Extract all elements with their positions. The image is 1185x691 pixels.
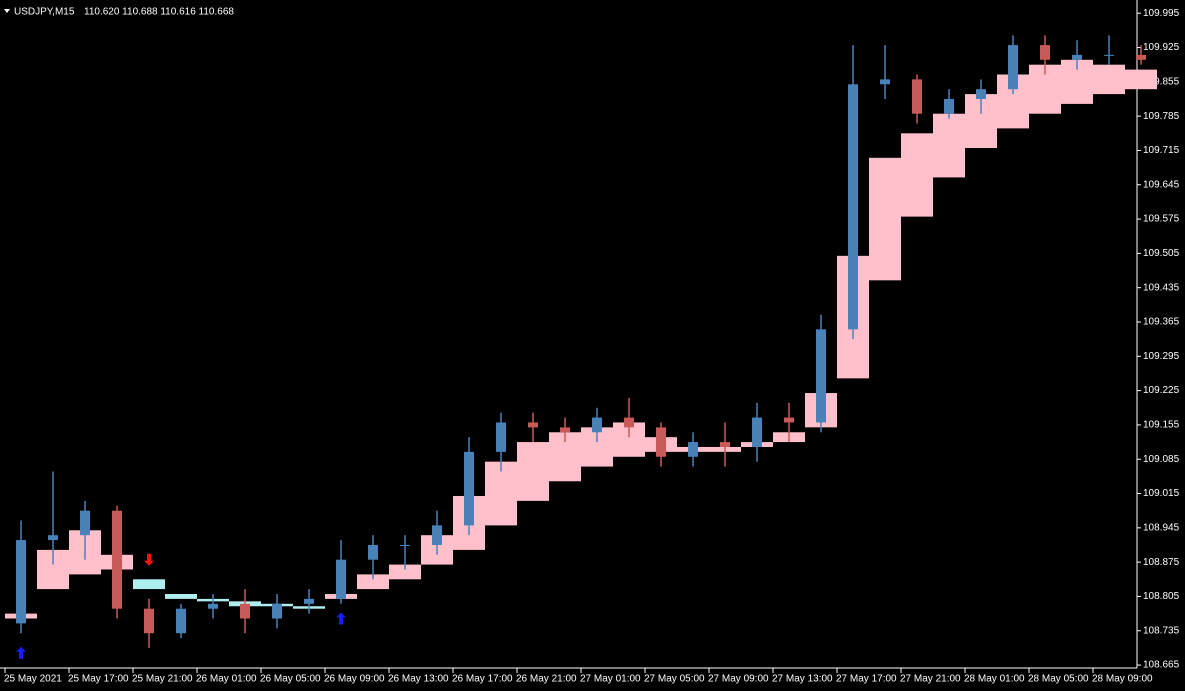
- candle-body: [976, 89, 986, 99]
- x-tick-label: 25 May 2021: [4, 674, 62, 685]
- candle-body: [304, 598, 314, 604]
- y-tick-label: 109.015: [1143, 488, 1180, 499]
- candle-body: [80, 510, 90, 536]
- candle-body: [464, 451, 474, 526]
- candle-body: [880, 79, 890, 85]
- candle-body: [1136, 54, 1146, 60]
- candle-body: [944, 98, 954, 114]
- y-tick-label: 109.645: [1143, 179, 1180, 190]
- candle-body: [560, 427, 570, 433]
- band-segment: [357, 574, 389, 590]
- candle-body: [432, 525, 442, 545]
- signal-arrow: [16, 646, 26, 659]
- quote: 110.620 110.688 110.616 110.668: [84, 7, 234, 18]
- candle-body: [144, 608, 154, 634]
- band-segment: [1093, 64, 1125, 95]
- y-tick-label: 109.575: [1143, 214, 1180, 225]
- menu-arrow[interactable]: [4, 9, 10, 13]
- y-tick-label: 109.155: [1143, 420, 1180, 431]
- band-segment: [901, 133, 933, 217]
- y-tick-label: 109.995: [1143, 8, 1180, 19]
- x-tick-label: 27 May 13:00: [772, 674, 833, 685]
- x-tick-label: 27 May 01:00: [580, 674, 641, 685]
- candle-body: [336, 559, 346, 599]
- candle-body: [784, 417, 794, 423]
- y-tick-label: 109.505: [1143, 248, 1180, 259]
- candle-body: [720, 442, 730, 447]
- signal-arrow: [336, 612, 346, 625]
- x-tick-label: 27 May 09:00: [708, 674, 769, 685]
- x-tick-label: 27 May 17:00: [836, 674, 897, 685]
- candle-body: [1072, 54, 1082, 60]
- candle-body: [1104, 54, 1114, 56]
- y-tick-label: 109.085: [1143, 454, 1180, 465]
- y-tick-label: 109.435: [1143, 282, 1180, 293]
- candle-body: [848, 84, 858, 330]
- band-segment: [389, 564, 421, 580]
- candle-body: [688, 442, 698, 457]
- y-tick-label: 108.665: [1143, 660, 1180, 671]
- candle-body: [368, 544, 378, 560]
- band-segment: [165, 593, 197, 599]
- y-tick-label: 108.875: [1143, 557, 1180, 568]
- x-tick-label: 28 May 01:00: [964, 674, 1025, 685]
- band-segment: [1125, 69, 1157, 90]
- candle-body: [112, 510, 122, 609]
- candle-body: [656, 427, 666, 457]
- candle-body: [1008, 45, 1018, 90]
- x-tick-label: 26 May 05:00: [260, 674, 321, 685]
- x-tick-label: 25 May 17:00: [68, 674, 129, 685]
- y-tick-label: 109.295: [1143, 351, 1180, 362]
- candle-body: [48, 535, 58, 541]
- x-tick-label: 25 May 21:00: [132, 674, 193, 685]
- signal-arrow: [144, 553, 154, 566]
- candle-body: [816, 329, 826, 423]
- candle-body: [1040, 45, 1050, 60]
- x-tick-label: 26 May 17:00: [452, 674, 513, 685]
- symbol: USDJPY,M15: [14, 7, 75, 18]
- x-tick-label: 27 May 05:00: [644, 674, 705, 685]
- band-segment: [869, 157, 901, 281]
- y-tick-label: 109.365: [1143, 317, 1180, 328]
- x-tick-label: 26 May 21:00: [516, 674, 577, 685]
- x-tick-label: 26 May 13:00: [388, 674, 449, 685]
- band-segment: [485, 461, 517, 526]
- x-tick-label: 27 May 21:00: [900, 674, 961, 685]
- y-tick-label: 109.855: [1143, 76, 1180, 87]
- x-tick-label: 26 May 09:00: [324, 674, 385, 685]
- y-tick-label: 108.805: [1143, 591, 1180, 602]
- candle-body: [240, 603, 250, 619]
- y-tick-label: 109.785: [1143, 111, 1180, 122]
- y-tick-label: 109.925: [1143, 42, 1180, 53]
- band-segment: [517, 442, 549, 501]
- candle-body: [208, 603, 218, 609]
- x-tick-label: 28 May 09:00: [1092, 674, 1153, 685]
- candle-body: [400, 544, 410, 546]
- x-tick-label: 26 May 01:00: [196, 674, 257, 685]
- y-tick-label: 109.225: [1143, 385, 1180, 396]
- x-tick-label: 28 May 05:00: [1028, 674, 1089, 685]
- candle-body: [624, 417, 634, 428]
- candle-body: [752, 417, 762, 447]
- band-segment: [933, 113, 965, 178]
- y-tick-label: 108.735: [1143, 625, 1180, 636]
- candle-body: [272, 603, 282, 619]
- y-tick-label: 109.715: [1143, 145, 1180, 156]
- candle-body: [496, 422, 506, 452]
- band-segment: [133, 579, 165, 590]
- candle-body: [16, 540, 26, 624]
- candle-body: [592, 417, 602, 433]
- candle-body: [912, 79, 922, 114]
- y-tick-label: 108.945: [1143, 522, 1180, 533]
- candle-body: [176, 608, 186, 634]
- candle-body: [528, 422, 538, 428]
